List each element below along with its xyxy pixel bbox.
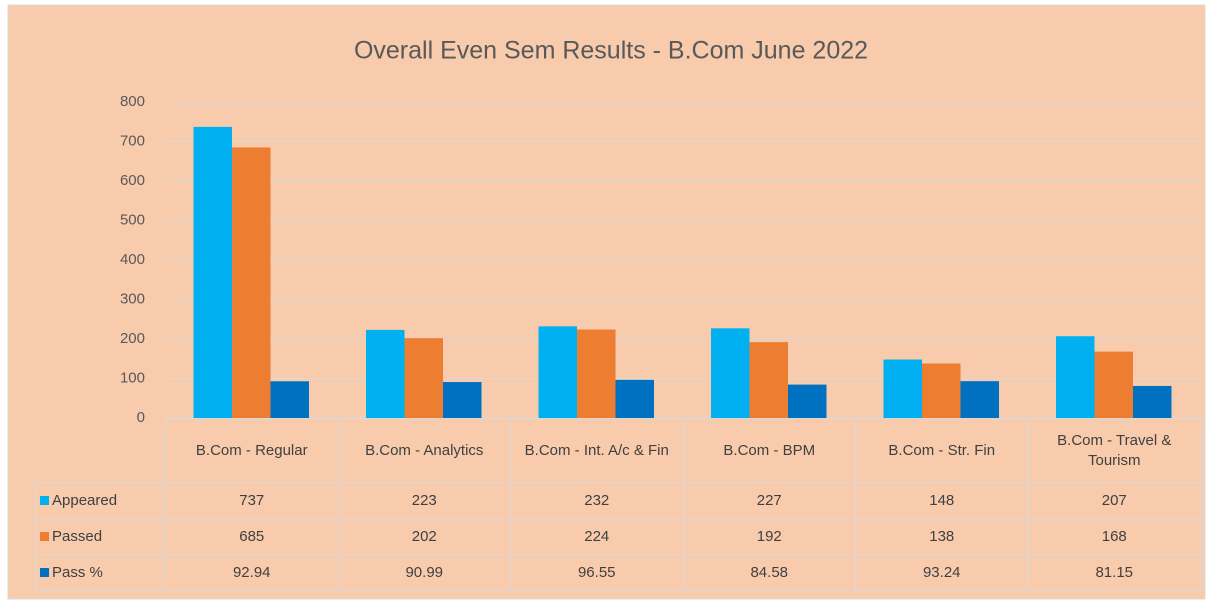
series-row: Passed 685 202 224 192 138 168 [35,518,1201,555]
category-label: B.Com - Int. A/c & Fin [510,418,684,483]
bar [193,126,232,418]
table-value: 223 [337,482,511,519]
bar [960,381,999,418]
y-tick-label: 800 [120,93,145,110]
bar [883,359,922,418]
legend-key [40,567,49,577]
legend-key [40,531,49,541]
legend-key [40,495,49,505]
bar [404,338,443,418]
legend-cell: Pass % [35,554,166,591]
bar [749,342,788,418]
category-label: B.Com - BPM [682,418,856,483]
bar [788,384,827,418]
table-value: 96.55 [510,554,684,591]
y-tick-label: 300 [120,290,145,307]
table-value: 138 [855,518,1029,555]
table-value: 232 [510,482,684,519]
y-tick-label: 600 [120,172,145,189]
table-value: 207 [1027,482,1201,519]
bar [1094,351,1133,418]
legend-label: Passed [52,527,103,545]
table-value: 93.24 [855,554,1029,591]
chart-title: Overall Even Sem Results - B.Com June 20… [354,37,868,65]
category-label: B.Com - Analytics [337,418,511,483]
bar [1133,385,1172,418]
y-tick-label: 100 [120,369,145,386]
table-value: 168 [1027,518,1201,555]
table-value: 90.99 [337,554,511,591]
table-value: 192 [682,518,856,555]
series-row: Pass % 92.94 90.99 96.55 84.58 93.24 81.15 [35,554,1201,591]
table-value: 202 [337,518,511,555]
legend-label: Appeared [52,491,118,509]
table-value: 227 [682,482,856,519]
bar [538,326,577,418]
corner-cell [36,419,166,483]
table-value: 737 [165,482,339,519]
bar [366,329,405,418]
bar [615,379,654,418]
bar [1056,336,1095,418]
table-value: 92.94 [165,554,339,591]
bar [711,328,750,418]
category-label: B.Com - Travel & Tourism [1027,418,1201,483]
table-value: 224 [510,518,684,555]
bar [232,147,271,419]
table-value: 81.15 [1027,554,1201,591]
y-tick-label: 700 [120,132,145,149]
table-value: 148 [855,482,1029,519]
y-tick-label: 200 [120,330,145,347]
table-value: 685 [165,518,339,555]
bar [270,381,309,418]
legend-cell: Appeared [35,482,166,519]
bar [577,329,616,418]
table-value: 84.58 [682,554,856,591]
legend-label: Pass % [52,563,103,581]
y-tick-label: 500 [120,211,145,228]
data-table: B.Com - Regular B.Com - Analytics B.Com - … [35,418,1201,591]
legend-cell: Passed [35,518,166,555]
series-row: Appeared 737 223 232 227 148 207 [35,482,1201,519]
category-label: B.Com - Str. Fin [855,418,1029,483]
y-tick-label: 400 [120,251,145,268]
bar [443,382,482,418]
bar [922,363,961,418]
y-tick-label: 0 [137,409,145,426]
header-row: B.Com - Regular B.Com - Analytics B.Com - … [36,418,1201,483]
category-label: B.Com - Regular [165,418,339,483]
